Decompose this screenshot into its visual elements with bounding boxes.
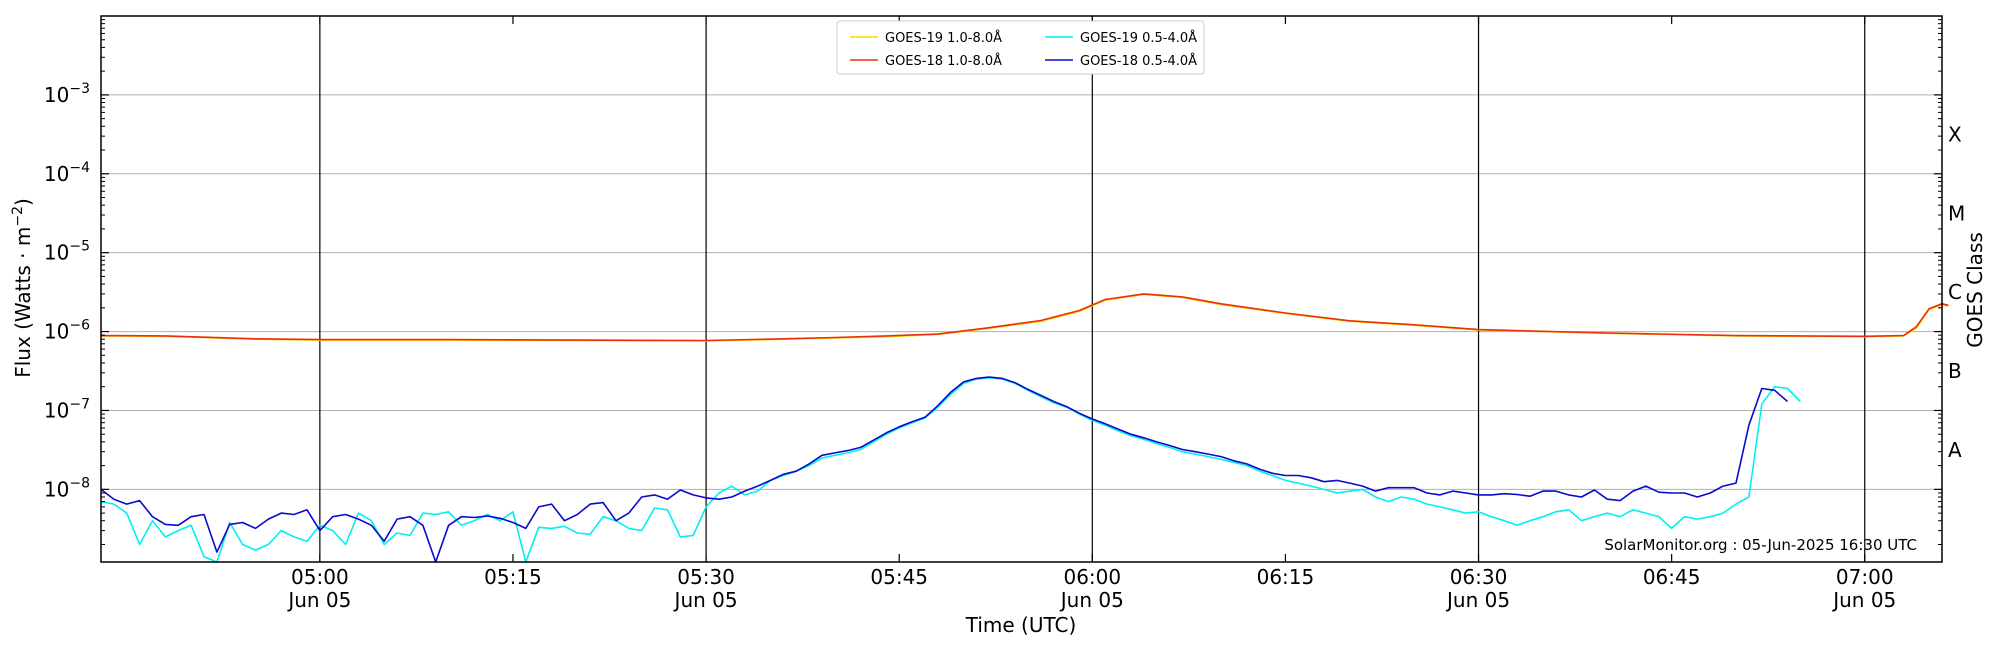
y-axis-title-exponent: −2 <box>10 206 26 227</box>
y-tick-exponent: −7 <box>69 396 90 412</box>
credit-text: SolarMonitor.org : 05-Jun-2025 16:30 UTC <box>1604 536 1917 554</box>
x-tick-label-1: 05:15 <box>484 565 542 589</box>
y-tick-base: 10 <box>44 320 69 344</box>
x-tick-date-6: Jun 05 <box>1445 588 1510 612</box>
legend-label-2: GOES-19 0.5-4.0Å <box>1080 30 1197 46</box>
x-tick-date-2: Jun 05 <box>673 588 738 612</box>
x-tick-date-4: Jun 05 <box>1059 588 1124 612</box>
y-tick-label-0: 10−8 <box>44 475 90 501</box>
y-tick-exponent: −8 <box>69 475 90 491</box>
goes-class-C: C <box>1948 280 1962 304</box>
y-tick-label-3: 10−5 <box>44 239 90 265</box>
goes-class-A: A <box>1948 438 1962 462</box>
y-tick-label-5: 10−3 <box>44 81 90 107</box>
y-tick-exponent: −3 <box>69 81 90 97</box>
legend-label-3: GOES-18 0.5-4.0Å <box>1080 53 1197 69</box>
x-tick-date-8: Jun 05 <box>1831 588 1896 612</box>
goes-class-labels: A B C M X <box>1948 122 1965 462</box>
y-axis-title-main: Flux (Watts · m <box>11 227 35 378</box>
legend: GOES-19 1.0-8.0Å GOES-18 1.0-8.0Å GOES-19 … <box>836 20 1205 75</box>
y-tick-exponent: −5 <box>69 239 90 255</box>
x-tick-date-0: Jun 05 <box>286 588 351 612</box>
x-tick-label-0: 05:00 <box>291 565 349 589</box>
goes-class-axis-title: GOES Class <box>1963 232 1987 348</box>
tick-layer <box>101 16 1942 562</box>
y-tick-base: 10 <box>44 83 69 107</box>
series-layer <box>100 293 1949 563</box>
y-tick-exponent: −4 <box>69 160 90 176</box>
plot-frame <box>100 15 1943 563</box>
y-axis-title: Flux (Watts · m−2) <box>10 198 35 378</box>
goes-class-X: X <box>1948 122 1962 146</box>
x-tick-label-4: 06:00 <box>1063 565 1121 589</box>
x-tick-label-6: 06:30 <box>1450 565 1508 589</box>
x-tick-label-7: 06:45 <box>1643 565 1701 589</box>
goes-class-B: B <box>1948 359 1962 383</box>
day-boundary-lines <box>319 16 1866 562</box>
y-tick-base: 10 <box>44 477 69 501</box>
y-tick-exponent: −6 <box>69 318 90 334</box>
grid-layer <box>101 94 1942 490</box>
x-tick-label-3: 05:45 <box>870 565 928 589</box>
x-tick-label-8: 07:00 <box>1836 565 1894 589</box>
legend-label-0: GOES-19 1.0-8.0Å <box>885 30 1002 46</box>
legend-entries: GOES-19 1.0-8.0Å GOES-18 1.0-8.0Å GOES-19 … <box>850 30 1197 69</box>
y-tick-base: 10 <box>44 162 69 186</box>
x-tick-label-2: 05:30 <box>677 565 735 589</box>
y-tick-labels: 10−810−710−610−510−410−3 <box>44 81 90 501</box>
x-axis-title: Time (UTC) <box>965 613 1077 637</box>
series-line-1 <box>100 293 1949 342</box>
legend-label-1: GOES-18 1.0-8.0Å <box>885 53 1002 69</box>
goes-class-M: M <box>1948 201 1965 225</box>
legend-box <box>836 20 1205 75</box>
y-tick-base: 10 <box>44 398 69 422</box>
y-tick-label-4: 10−4 <box>44 160 90 186</box>
y-tick-base: 10 <box>44 241 69 265</box>
y-tick-label-2: 10−6 <box>44 318 90 344</box>
x-tick-label-5: 06:15 <box>1257 565 1315 589</box>
y-axis-title-close: ) <box>11 198 35 206</box>
series-line-3 <box>100 376 1789 563</box>
series-line-2 <box>100 376 1801 563</box>
y-tick-label-1: 10−7 <box>44 396 90 422</box>
